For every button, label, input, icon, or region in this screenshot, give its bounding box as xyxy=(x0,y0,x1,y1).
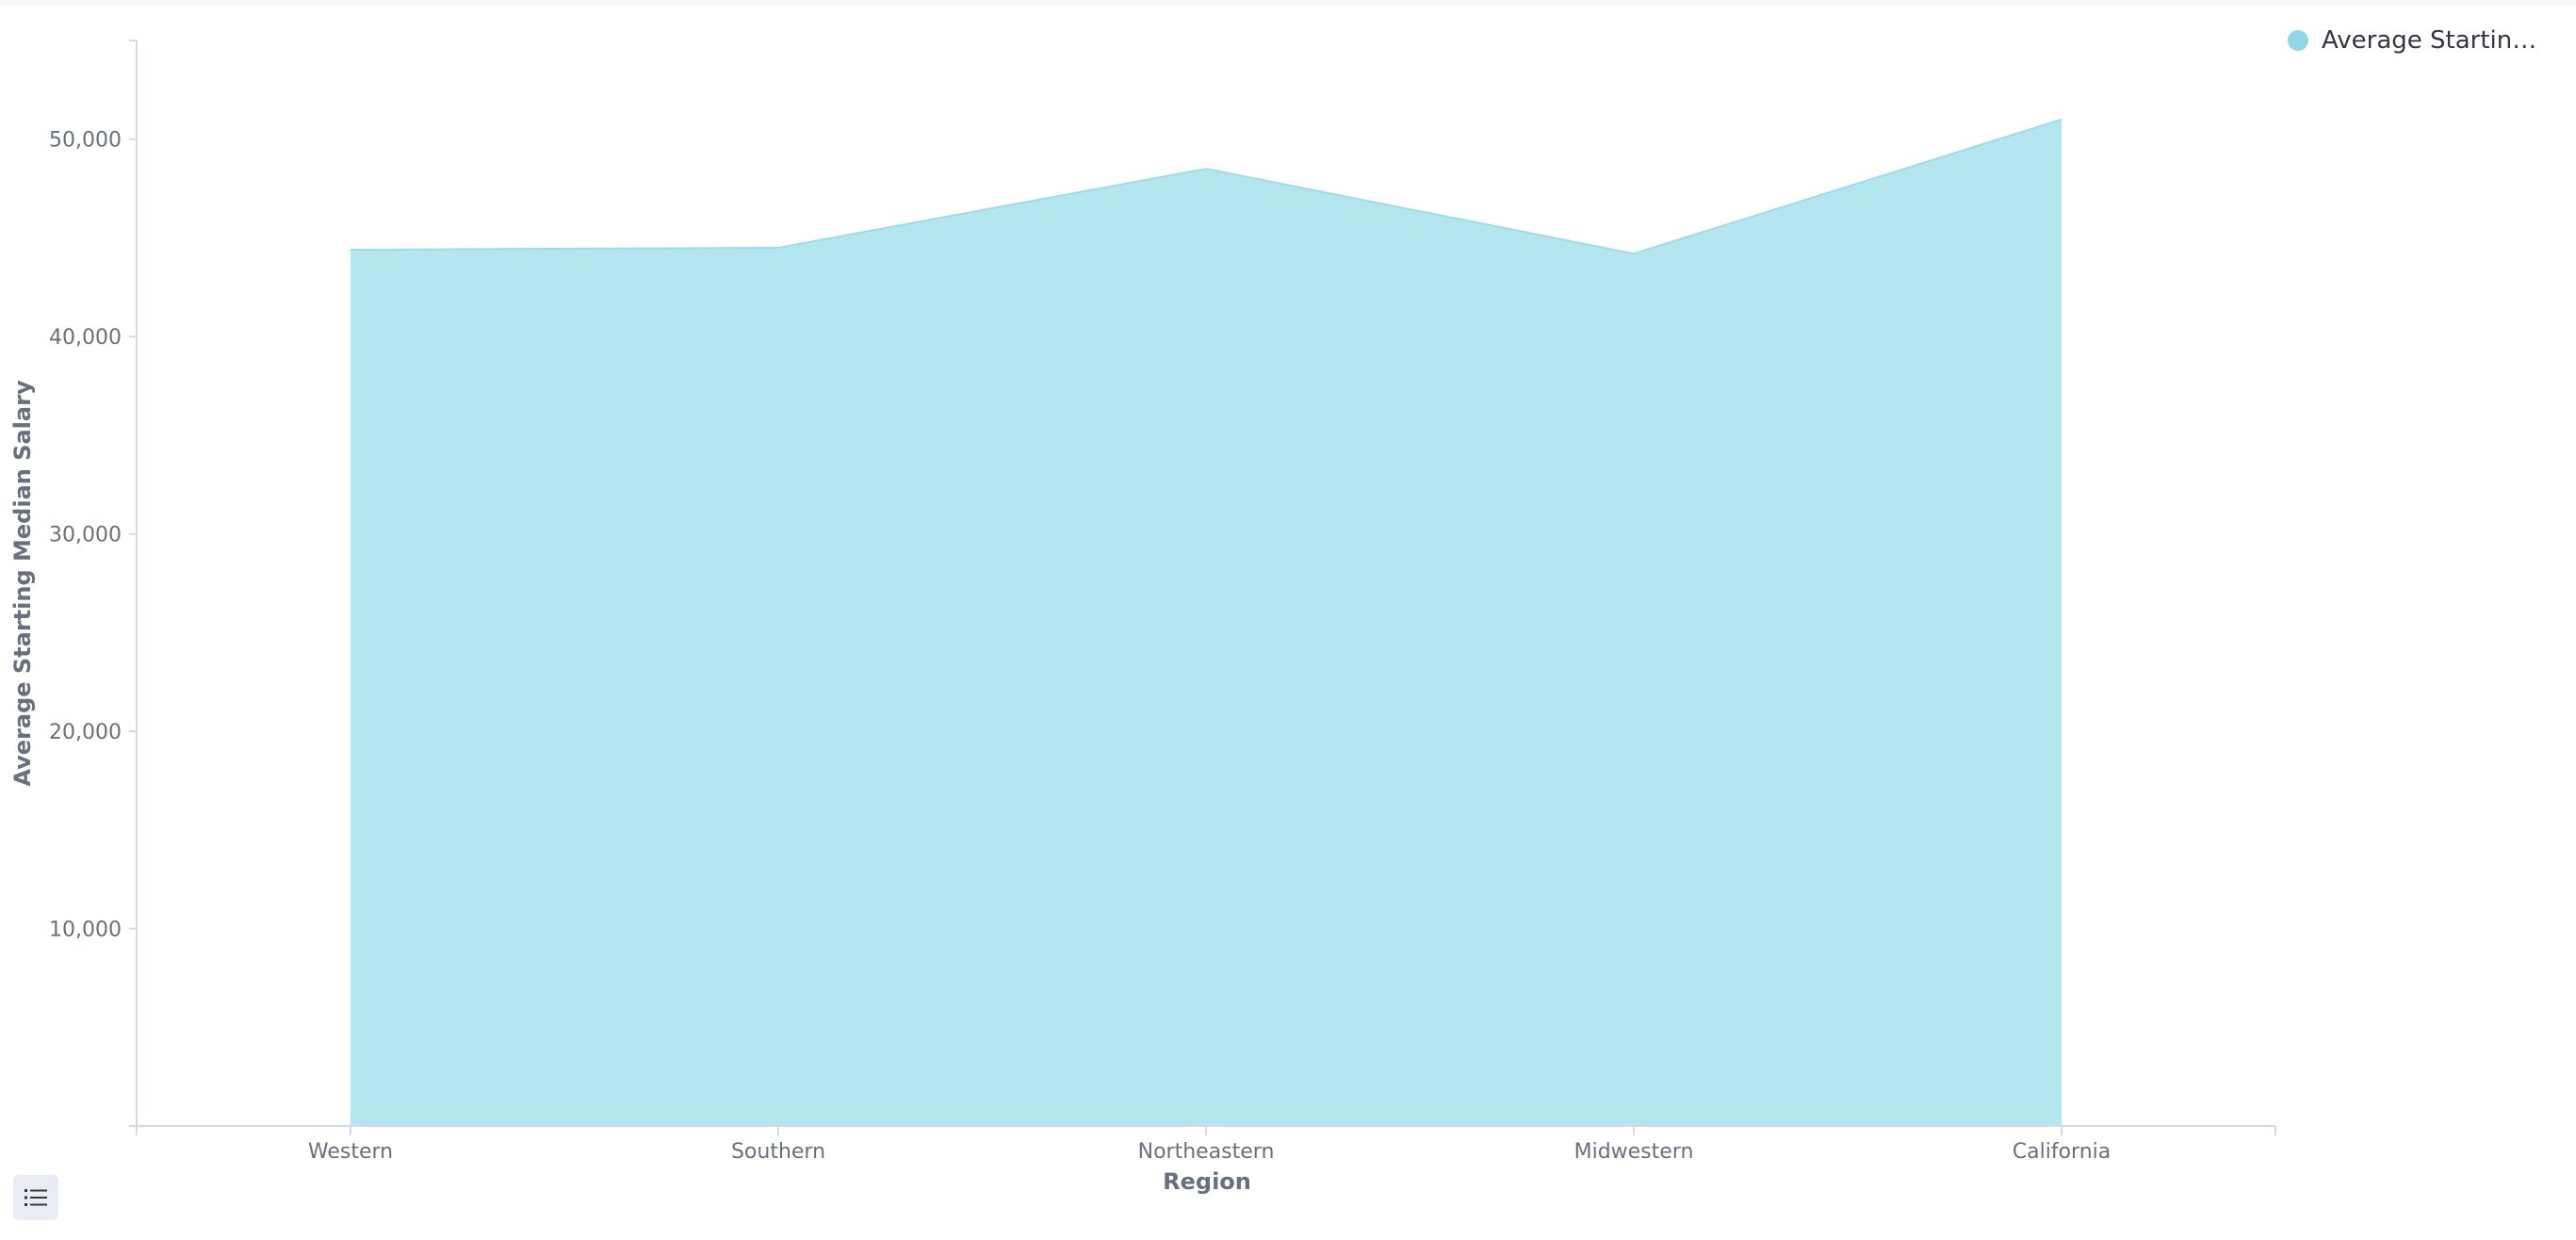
y-axis-title: Average Starting Median Salary xyxy=(9,380,36,787)
y-tick-label: 20,000 xyxy=(49,721,122,744)
y-tick-label: 50,000 xyxy=(49,129,122,153)
x-axis: Western Southern Northeastern Midwestern Cal… xyxy=(136,1125,2276,1164)
y-tick-label: 10,000 xyxy=(49,919,122,942)
x-tick-label: Midwestern xyxy=(1574,1140,1694,1164)
x-tick-label: Northeastern xyxy=(1138,1140,1275,1164)
legend-swatch xyxy=(2288,30,2308,51)
x-tick-label: California xyxy=(2013,1140,2111,1164)
legend-label: Average Starting M... xyxy=(2322,26,2548,55)
top-strip xyxy=(0,0,2576,6)
y-axis: 10,000 20,000 30,000 40,000 50,000 xyxy=(49,40,138,1127)
x-tick-label: Western xyxy=(308,1140,393,1164)
area-series-line xyxy=(350,118,2062,255)
y-tick-label: 40,000 xyxy=(49,326,122,350)
area-series[interactable] xyxy=(351,119,2062,1126)
x-tick-label: Southern xyxy=(731,1140,825,1164)
table-toggle-button[interactable] xyxy=(13,1175,58,1220)
x-axis-title: Region xyxy=(1163,1168,1251,1195)
y-tick-label: 30,000 xyxy=(49,524,122,547)
list-icon xyxy=(24,1189,47,1206)
plot-area xyxy=(350,118,2062,1126)
legend-item[interactable]: Average Starting M... xyxy=(2288,26,2548,55)
